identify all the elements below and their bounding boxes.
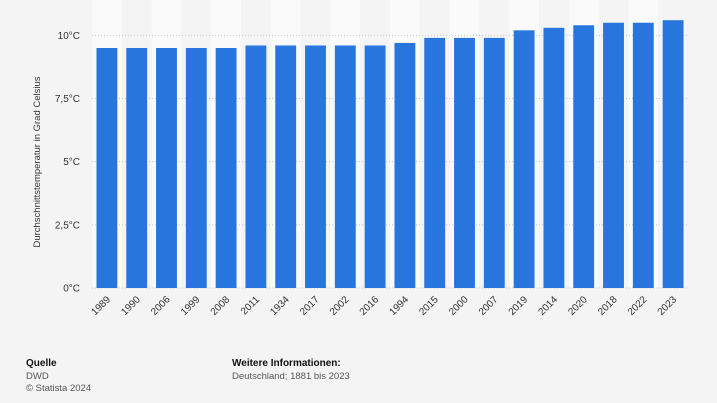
copyright: © Statista 2024 xyxy=(26,383,91,394)
bar xyxy=(603,22,624,288)
info-title: Weitere Informationen: xyxy=(232,358,341,369)
bar xyxy=(424,37,446,288)
bar xyxy=(662,20,684,289)
y-tick-label: 5°C xyxy=(63,157,80,168)
bar xyxy=(364,45,386,289)
bar xyxy=(513,30,535,288)
bar xyxy=(573,25,595,289)
y-tick-label: 10°C xyxy=(58,31,80,42)
y-tick-label: 2,5°C xyxy=(55,220,80,231)
bar xyxy=(543,27,565,288)
bar xyxy=(126,48,148,288)
y-tick-label: 0°C xyxy=(63,284,80,295)
bar xyxy=(245,45,267,289)
y-tick-label: 7,5°C xyxy=(55,94,80,105)
source-title: Quelle xyxy=(26,358,57,369)
source: DWD xyxy=(26,371,49,382)
bar xyxy=(394,42,416,288)
bar xyxy=(632,22,654,288)
bar xyxy=(275,45,297,289)
bar xyxy=(96,48,118,288)
bar xyxy=(185,48,207,288)
info: Deutschland; 1881 bis 2023 xyxy=(232,371,350,382)
bar xyxy=(454,37,475,288)
y-axis-label: Durchschnittstemperatur in Grad Celsius xyxy=(32,76,43,247)
bar xyxy=(483,37,505,288)
bar xyxy=(215,48,237,288)
bar xyxy=(334,45,356,289)
bar xyxy=(305,45,326,289)
bar xyxy=(156,48,177,288)
